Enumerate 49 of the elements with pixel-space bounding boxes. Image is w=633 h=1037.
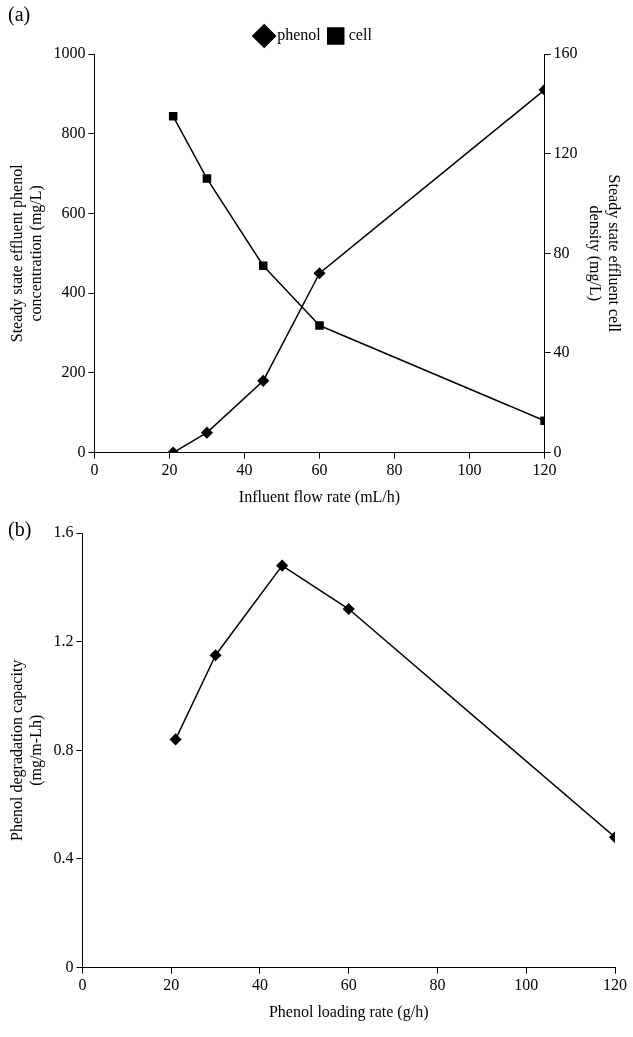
y2-tick-label: 80 xyxy=(553,243,570,261)
point xyxy=(201,426,213,439)
y2-tick-label: 160 xyxy=(553,44,578,62)
x-axis-title: Phenol loading rate (g/h) xyxy=(268,1002,429,1021)
x-tick-label: 100 xyxy=(514,976,539,994)
y2-tick-label: 40 xyxy=(553,343,570,361)
point xyxy=(315,321,324,330)
point xyxy=(169,733,182,746)
point xyxy=(258,261,268,271)
y2-axis-title: Steady state effluent cell density (mg/L) xyxy=(586,174,624,333)
y-tick-label: 1.6 xyxy=(53,523,74,541)
y-axis-title: Steady state effluent phenol concentration (mg/L) xyxy=(7,163,45,343)
y2-tick-label: 120 xyxy=(553,143,578,161)
y2-tick-label: 0 xyxy=(553,442,562,460)
chart-title: (b) xyxy=(8,518,32,542)
chart-title: (a) xyxy=(8,3,31,27)
point xyxy=(276,559,288,572)
y-axis-title: Phenol degradation capacity (mg/m-Lh) xyxy=(7,659,45,841)
y-tick-label: 800 xyxy=(61,123,86,141)
x-tick-label: 60 xyxy=(311,461,328,479)
y-tick-label: 1.2 xyxy=(53,631,74,649)
point xyxy=(257,375,269,387)
x-tick-label: 60 xyxy=(340,976,357,994)
point xyxy=(202,174,212,183)
x-tick-label: 0 xyxy=(90,461,99,479)
point xyxy=(168,112,178,121)
point xyxy=(209,649,222,661)
y-tick-label: 0.8 xyxy=(53,740,74,758)
legend-label: phenol xyxy=(277,26,322,45)
y-tick-label: 400 xyxy=(61,283,86,301)
point xyxy=(342,603,355,615)
y-tick-label: 600 xyxy=(61,203,86,221)
x-tick-label: 100 xyxy=(457,461,482,479)
x-tick-label: 40 xyxy=(251,976,268,994)
legend-label: cell xyxy=(348,26,373,44)
point xyxy=(313,267,326,279)
x-tick-label: 120 xyxy=(603,976,627,994)
x-tick-label: 80 xyxy=(429,976,446,994)
x-tick-label: 40 xyxy=(236,461,253,479)
y-tick-label: 200 xyxy=(61,363,86,381)
x-tick-label: 20 xyxy=(161,461,178,479)
x-tick-label: 80 xyxy=(386,461,403,479)
x-tick-label: 20 xyxy=(163,976,180,994)
x-tick-label: 120 xyxy=(532,461,557,479)
y-tick-label: 1000 xyxy=(53,44,86,62)
y-tick-label: 0 xyxy=(77,442,86,460)
x-axis-title: Influent flow rate (mL/h) xyxy=(238,487,401,506)
y-tick-label: 0 xyxy=(65,957,74,975)
y-tick-label: 0.4 xyxy=(53,849,74,867)
